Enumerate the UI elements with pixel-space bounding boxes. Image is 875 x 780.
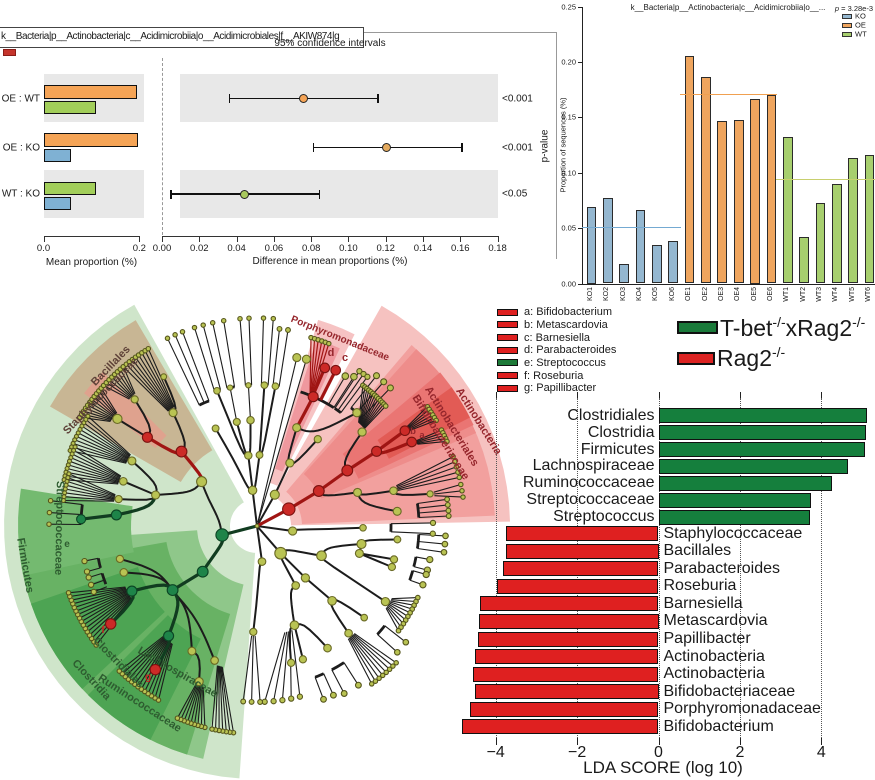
svg-text:Streptococcaceae: Streptococcaceae <box>52 481 66 575</box>
svg-text:g: g <box>145 672 151 683</box>
svg-text:f: f <box>101 625 105 636</box>
svg-text:a: a <box>419 430 425 441</box>
svg-text:e: e <box>64 539 70 550</box>
svg-text:c: c <box>342 352 348 364</box>
svg-text:b: b <box>410 426 416 437</box>
svg-text:d: d <box>328 347 335 359</box>
